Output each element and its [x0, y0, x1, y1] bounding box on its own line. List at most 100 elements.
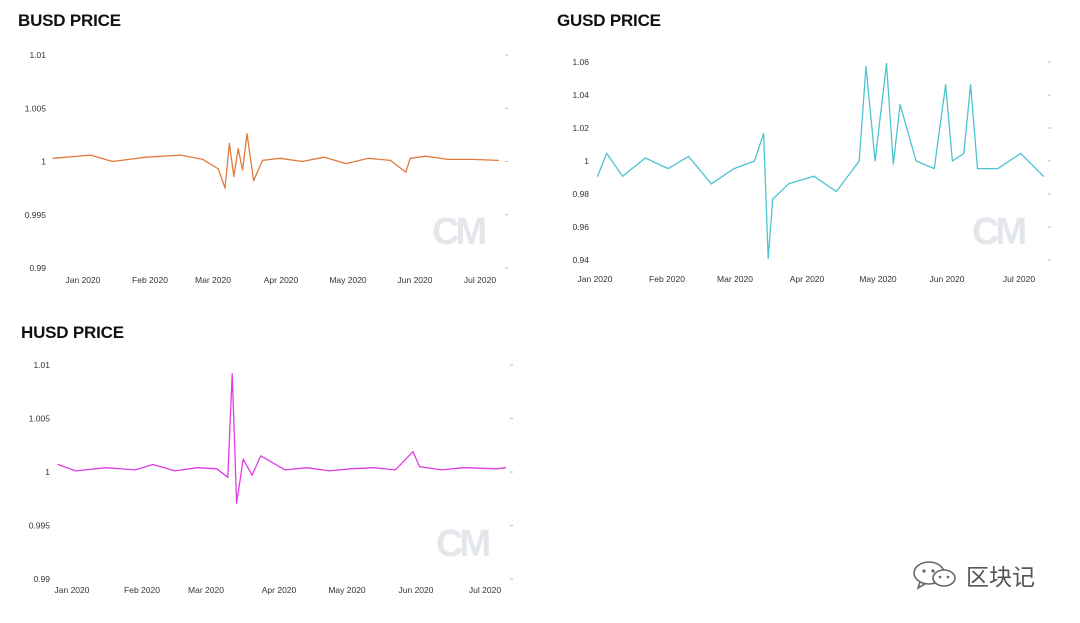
data-point: [251, 474, 253, 476]
data-point: [763, 132, 765, 135]
x-tick-label: Mar 2020: [188, 585, 224, 595]
y-tick-label: 0.98: [572, 189, 589, 199]
x-tick-label: May 2020: [859, 274, 897, 284]
gusd-chart-panel: GUSD PRICE CM 1.06 1.04 1.02 1 0.98 0.96 0.94 Ja…: [540, 0, 1080, 300]
x-tick-label: Apr 2020: [790, 274, 825, 284]
x-tick-label: Mar 2020: [717, 274, 753, 284]
data-point: [217, 168, 219, 170]
data-point: [235, 502, 238, 504]
data-point: [606, 152, 608, 154]
y-tick-label: 1: [584, 156, 589, 166]
data-point: [970, 84, 972, 86]
y-tick-label: 1: [41, 157, 46, 167]
busd-chart: CM 1.01 1.005 1 0.995 0.99 Jan 2020 Feb 2020 Mar…: [25, 50, 508, 285]
data-point: [389, 159, 391, 162]
data-point: [419, 466, 421, 468]
data-point: [89, 154, 92, 156]
husd-chart: CM 1.01 1.005 1 0.995 0.99 Jan 2020 Feb 2020 Mar…: [29, 360, 513, 595]
data-point: [216, 468, 218, 470]
data-point: [813, 175, 815, 177]
data-point: [301, 160, 303, 163]
brand-text: 区块记: [966, 565, 1035, 591]
watermark: CM: [436, 523, 489, 565]
x-tick-label: Jun 2020: [930, 274, 965, 284]
x-tick-label: Apr 2020: [264, 275, 299, 285]
x-tick-label: Feb 2020: [124, 585, 160, 595]
y-tick-label: 1.005: [25, 103, 47, 113]
x-tick-label: May 2020: [328, 585, 366, 595]
husd-chart-panel: HUSD PRICE CM 1.01 1.005 1 0.995 0.99 Jan 2020…: [0, 312, 540, 623]
data-point: [963, 152, 965, 154]
data-point: [323, 156, 325, 158]
data-point: [202, 158, 204, 160]
data-point: [892, 163, 894, 165]
data-point: [111, 160, 114, 163]
data-point: [134, 469, 136, 471]
data-point: [409, 157, 411, 159]
data-point: [246, 133, 248, 135]
data-point: [767, 257, 769, 260]
x-tick-label: Jun 2020: [399, 585, 434, 595]
data-point: [350, 468, 352, 470]
data-point: [75, 470, 77, 472]
data-point: [57, 463, 59, 466]
data-point: [425, 155, 427, 157]
x-tick-label: Jul 2020: [469, 585, 501, 595]
data-point: [242, 169, 244, 171]
data-point: [231, 372, 233, 375]
watermark: CM: [432, 211, 485, 253]
data-point: [885, 62, 888, 65]
data-point: [233, 175, 235, 178]
data-point: [1020, 152, 1022, 154]
busd-chart-panel: BUSD PRICE CM 1.01 1.005 1 0.995 0.99 Jan 2020…: [0, 0, 540, 300]
data-point: [788, 183, 790, 185]
data-point: [644, 157, 646, 159]
y-tick-label: 0.995: [25, 210, 47, 220]
data-point: [865, 65, 867, 68]
data-point: [596, 175, 599, 177]
data-point: [180, 154, 182, 156]
data-point: [497, 159, 499, 162]
data-point: [687, 155, 690, 158]
x-tick-label: Jul 2020: [1003, 274, 1035, 284]
busd-chart-title: BUSD PRICE: [18, 11, 121, 30]
data-point: [441, 469, 443, 471]
data-point: [504, 467, 507, 469]
data-point: [227, 476, 229, 478]
data-point: [372, 467, 374, 469]
data-point: [753, 160, 756, 162]
watermark: CM: [972, 211, 1025, 253]
data-point: [463, 467, 465, 469]
brand-mark: 区块记: [912, 558, 1035, 592]
x-tick-label: May 2020: [329, 275, 367, 285]
x-tick-label: Feb 2020: [132, 275, 168, 285]
y-tick-label: 0.94: [572, 255, 589, 265]
data-point: [899, 104, 901, 106]
y-tick-label: 1.02: [572, 123, 589, 133]
data-point: [196, 467, 198, 469]
data-point: [261, 159, 264, 162]
data-point: [496, 468, 498, 470]
data-point: [621, 175, 624, 177]
gusd-chart-title: GUSD PRICE: [557, 11, 661, 30]
x-tick-label: Jan 2020: [55, 585, 90, 595]
data-point: [345, 163, 347, 165]
data-point: [145, 156, 147, 158]
x-tick-label: Jan 2020: [578, 274, 613, 284]
data-point: [253, 180, 255, 182]
data-point: [306, 467, 308, 469]
x-tick-label: Mar 2020: [195, 275, 231, 285]
gusd-chart: CM 1.06 1.04 1.02 1 0.98 0.96 0.94 Jan 2020 Feb 2…: [572, 57, 1051, 284]
data-point: [835, 190, 838, 193]
data-point: [874, 160, 876, 162]
x-tick-label: Apr 2020: [262, 585, 297, 595]
series-line: [57, 372, 506, 504]
data-point: [405, 171, 407, 173]
data-point: [447, 158, 449, 160]
data-point: [1042, 175, 1045, 177]
husd-chart-title: HUSD PRICE: [21, 323, 124, 342]
x-tick-label: Jun 2020: [398, 275, 433, 285]
data-point: [412, 451, 414, 453]
data-point: [471, 158, 473, 160]
data-point: [394, 469, 396, 471]
